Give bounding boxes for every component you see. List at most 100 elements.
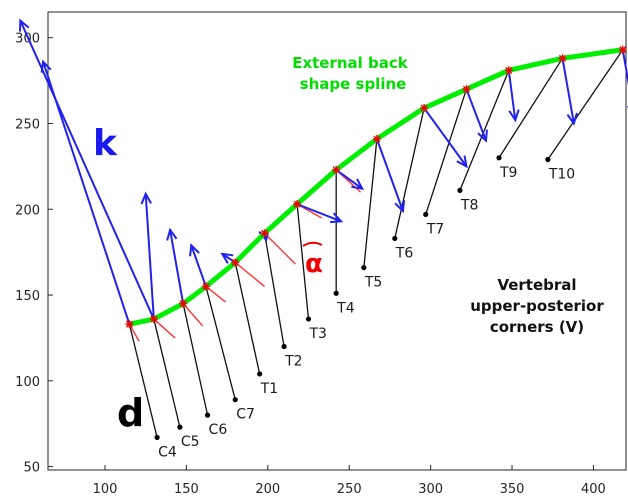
x-tick-label: 400 xyxy=(581,482,606,497)
spline-point-stroke xyxy=(293,200,301,208)
corner-label: C6 xyxy=(209,422,228,438)
normal-vector-head xyxy=(477,129,488,143)
normal-vector-head xyxy=(40,59,52,73)
corner-point xyxy=(305,316,312,322)
corner-point xyxy=(204,412,211,418)
corner-label: T5 xyxy=(364,275,382,291)
normal-vector-head xyxy=(351,178,365,191)
y-tick-label: 250 xyxy=(15,117,40,132)
normal-vector xyxy=(465,88,487,142)
spline-point xyxy=(293,200,302,209)
y-tick-label: 200 xyxy=(15,203,40,218)
normal-vector xyxy=(507,70,517,121)
corner-label: T10 xyxy=(548,167,575,183)
x-tick-label: 200 xyxy=(255,482,280,497)
corner-line xyxy=(296,204,310,320)
normal-vector-head xyxy=(140,191,152,205)
corner-label: T4 xyxy=(336,300,355,316)
d-label: d xyxy=(117,391,144,435)
spline-point xyxy=(231,258,240,267)
k-label: k xyxy=(93,123,118,164)
alpha-arc xyxy=(302,241,323,247)
spline-point xyxy=(618,45,627,54)
spline-point-stroke xyxy=(505,66,513,74)
normal-vector xyxy=(144,193,155,320)
spline-point xyxy=(179,299,188,308)
x-tick-label: 150 xyxy=(174,482,199,497)
x-tick-label: 100 xyxy=(93,482,118,497)
spline-point-stroke xyxy=(125,320,133,328)
normal-vector-head xyxy=(330,212,344,224)
spline-point xyxy=(558,54,567,63)
spline-point xyxy=(201,282,210,291)
spline-point-stroke xyxy=(462,85,470,93)
y-tick-label: 150 xyxy=(15,289,40,304)
spline-point xyxy=(332,165,341,174)
corner-label: T9 xyxy=(499,165,517,181)
corner-point xyxy=(281,343,287,350)
corner-line xyxy=(394,107,425,239)
normal-vector-head xyxy=(456,155,468,169)
spline-point-stroke xyxy=(332,166,340,174)
corner-point xyxy=(545,156,551,163)
spline-point-stroke xyxy=(420,104,428,112)
corner-point xyxy=(457,187,463,193)
y-tick-label: 50 xyxy=(23,461,40,476)
corners-label-line-1: Vertebral xyxy=(497,276,576,294)
normal-vector-head xyxy=(166,227,178,241)
corner-point xyxy=(361,264,367,271)
corner-line xyxy=(498,57,564,159)
spline-point xyxy=(504,66,513,75)
corner-line xyxy=(459,70,510,191)
corner-label: C4 xyxy=(158,444,177,460)
plot-frame xyxy=(47,11,627,471)
corner-point xyxy=(392,235,398,242)
corner-point xyxy=(257,371,263,377)
spline-point xyxy=(149,315,158,324)
normal-vector-head xyxy=(394,199,406,214)
corner-point xyxy=(177,424,183,430)
normal-vector xyxy=(423,107,468,167)
normal-vector-head xyxy=(566,112,578,126)
spline-line xyxy=(126,47,626,327)
corner-line xyxy=(182,303,209,416)
alpha-label: α xyxy=(305,249,323,279)
corner-line xyxy=(425,88,468,215)
corner-line xyxy=(263,233,285,347)
spline-point xyxy=(372,134,381,143)
corner-label: T8 xyxy=(460,197,478,213)
normal-vector xyxy=(561,58,575,124)
x-tick-label: 250 xyxy=(337,482,362,497)
spline-point-stroke xyxy=(202,282,210,290)
spline-point xyxy=(125,320,134,329)
corner-line xyxy=(547,49,624,160)
normal-vector-head xyxy=(220,252,234,264)
spline-point-stroke xyxy=(231,258,239,266)
normal-vector xyxy=(42,61,131,325)
corner-line xyxy=(153,318,181,428)
corner-line xyxy=(234,262,261,375)
tangent-line xyxy=(182,303,204,327)
long-vector-k xyxy=(19,20,155,320)
spline-point-stroke xyxy=(150,315,158,323)
corner-label: C5 xyxy=(181,434,200,450)
corner-line xyxy=(128,324,158,438)
corner-label: T7 xyxy=(426,221,444,237)
corner-label: T2 xyxy=(284,353,302,369)
x-tick-label: 350 xyxy=(500,482,525,497)
corner-line xyxy=(363,138,378,268)
tangent-line xyxy=(128,323,140,342)
corner-point xyxy=(154,434,160,441)
spline-point-stroke xyxy=(179,300,187,308)
corner-point xyxy=(232,397,238,403)
tangent-line xyxy=(264,232,296,265)
normal-vector xyxy=(169,229,185,304)
corner-label: T6 xyxy=(395,245,414,261)
x-tick-label: 300 xyxy=(418,482,443,497)
spline-point xyxy=(462,85,471,94)
corner-line xyxy=(205,286,236,400)
tangent-line xyxy=(234,261,265,287)
normal-vector xyxy=(190,244,207,287)
corner-point xyxy=(423,211,429,218)
